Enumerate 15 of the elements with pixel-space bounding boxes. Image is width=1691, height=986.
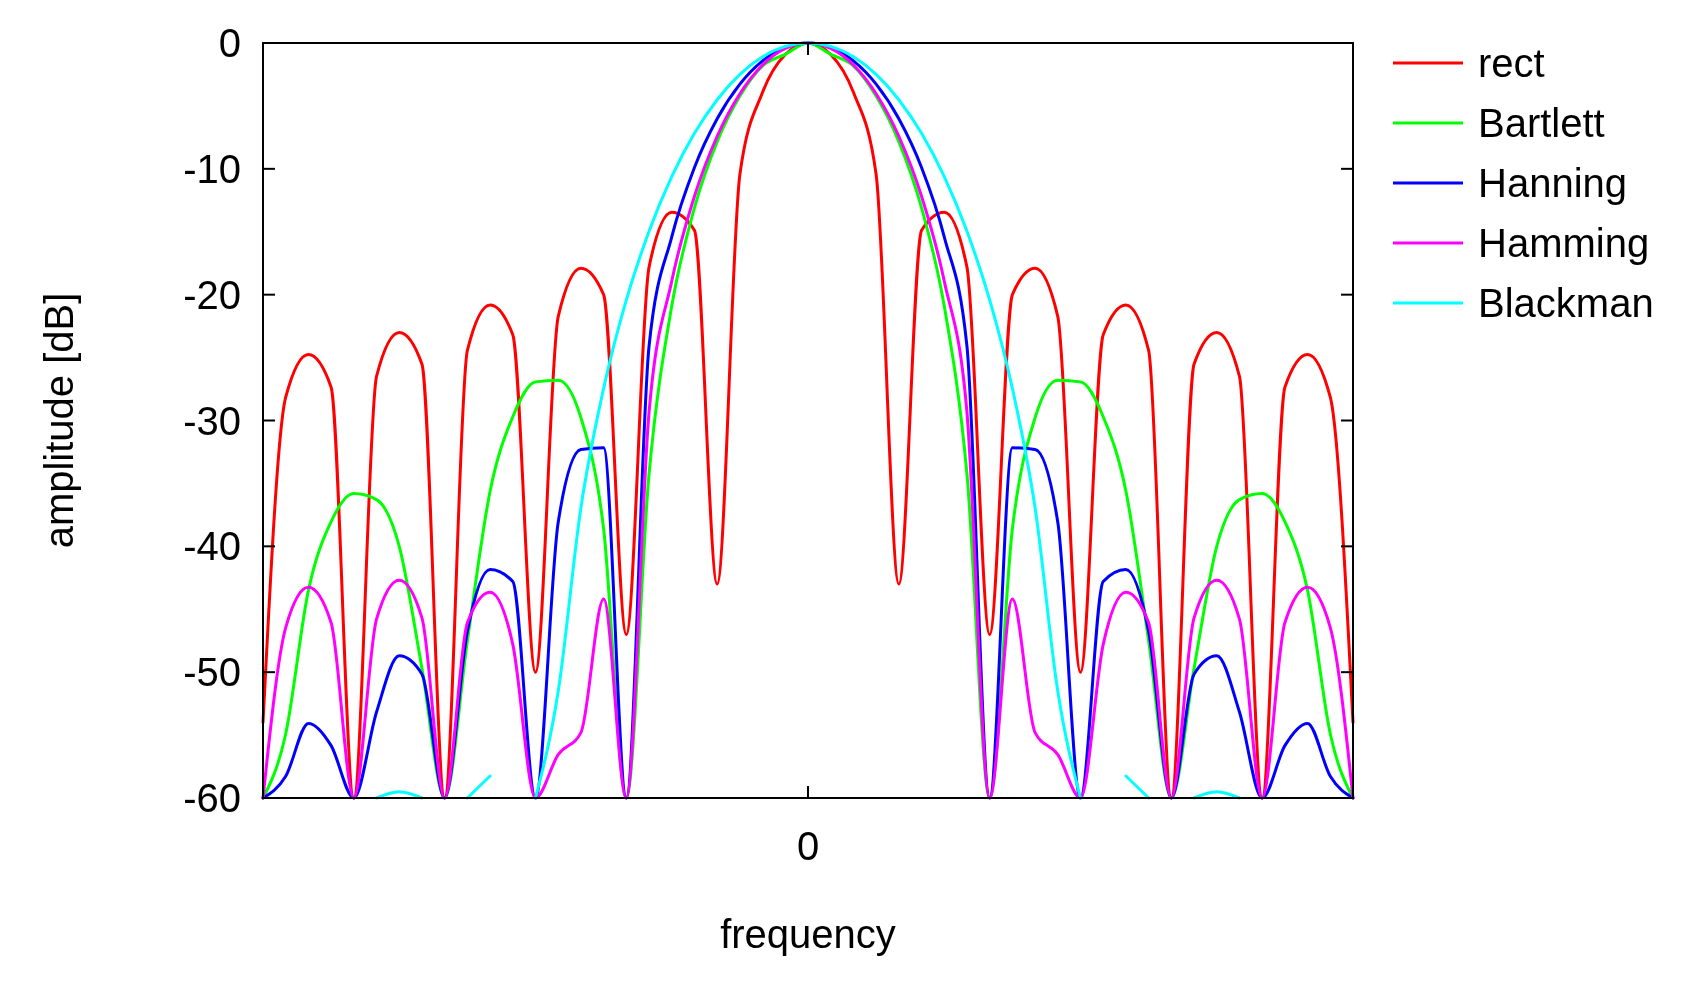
x-axis-title: frequency	[720, 912, 896, 956]
y-tick-label: -10	[183, 146, 241, 191]
legend-label: Bartlett	[1478, 101, 1605, 145]
y-tick-label: 0	[218, 21, 241, 65]
y-tick-label: -50	[183, 650, 241, 695]
y-tick-label: -30	[183, 398, 241, 443]
y-axis-title: amplitude [dB]	[37, 292, 81, 549]
legend-label: Blackman	[1478, 281, 1654, 325]
y-tick-label: -40	[183, 524, 241, 569]
legend-label: Hamming	[1478, 221, 1650, 265]
legend-label: Hanning	[1478, 161, 1628, 205]
y-tick-label: -20	[183, 272, 241, 317]
line-series	[261, 41, 1355, 800]
y-tick-label: -60	[183, 776, 241, 820]
legend-label: rect	[1478, 41, 1545, 85]
